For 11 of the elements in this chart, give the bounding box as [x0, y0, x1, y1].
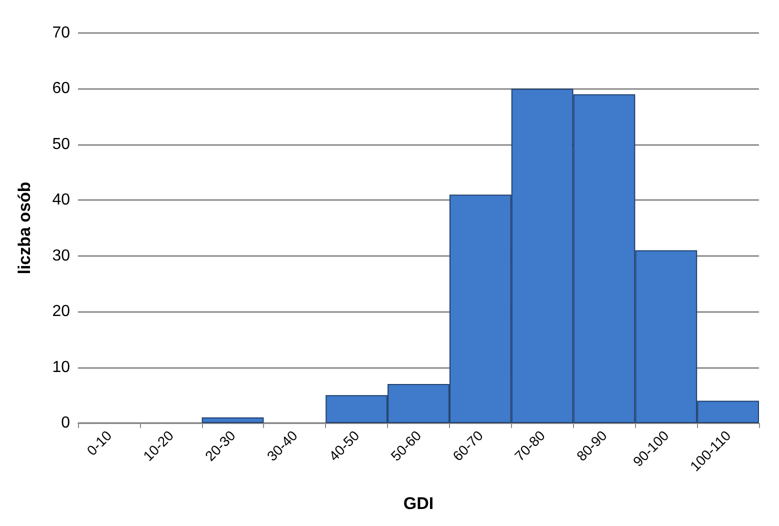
- y-tick-label: 0: [61, 414, 70, 432]
- bar: [202, 417, 264, 423]
- y-tick-label: 70: [52, 24, 70, 42]
- y-tick-label: 40: [52, 192, 70, 209]
- y-tick-label: 20: [52, 303, 70, 320]
- y-tick-label: 60: [52, 80, 70, 98]
- y-tick-label: 10: [52, 358, 70, 376]
- y-tick-label: 50: [52, 136, 70, 153]
- x-axis-title: GDI: [403, 494, 434, 513]
- y-tick-label: 30: [52, 247, 70, 264]
- y-axis-title: liczba osób: [15, 182, 34, 274]
